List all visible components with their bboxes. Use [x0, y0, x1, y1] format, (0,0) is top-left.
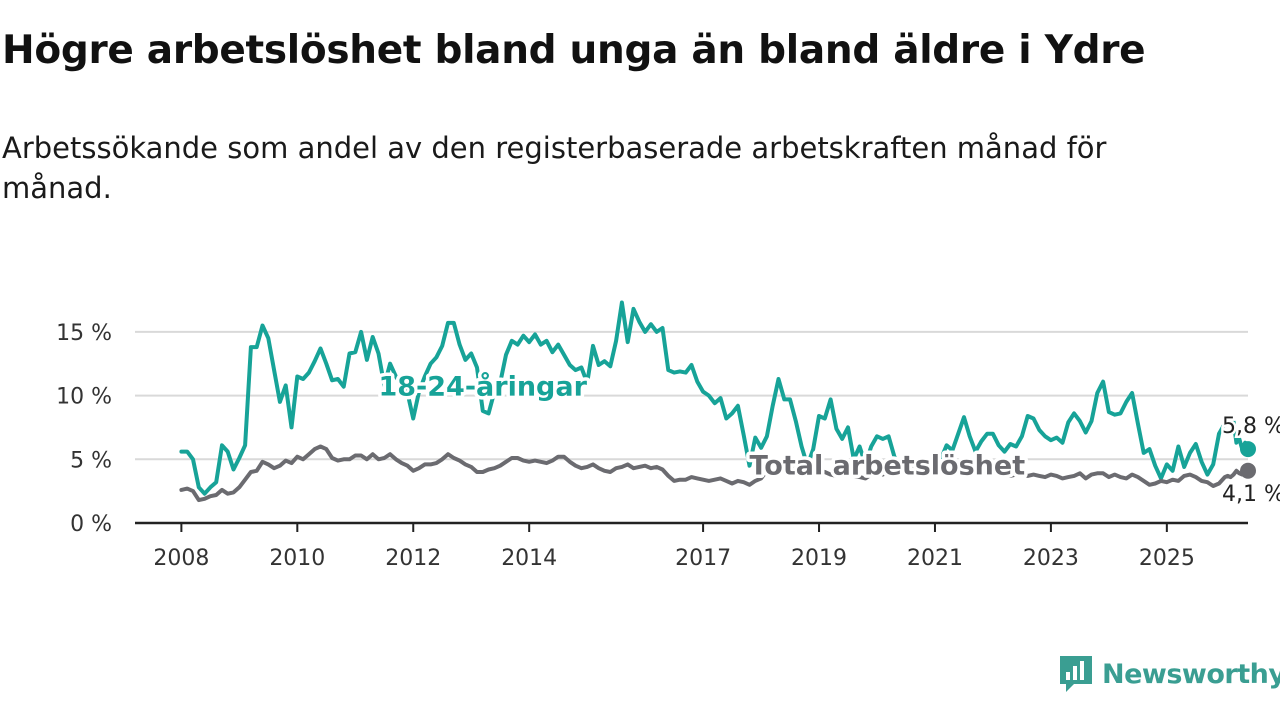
series-label-youth: 18-24-åringar	[378, 371, 587, 403]
y-tick-label: 10 %	[56, 385, 112, 410]
newsworthy-logo-icon	[1060, 656, 1092, 692]
x-tick-label: 2021	[907, 546, 963, 571]
series-labels: 18-24-åringar 5,8 % Total arbetslöshet 4,1 …	[375, 367, 1280, 509]
x-tick-label: 2012	[385, 546, 441, 571]
end-value-total: 4,1 %	[1222, 482, 1280, 507]
y-tick-label: 15 %	[56, 321, 112, 346]
x-tick-label: 2017	[675, 546, 731, 571]
x-tick-label: 2014	[501, 546, 557, 571]
series-line-youth	[179, 300, 1250, 496]
endpoint-dot-total	[1240, 462, 1256, 479]
series-lines	[179, 300, 1256, 503]
x-tick-label: 2019	[791, 546, 847, 571]
series-line-total	[179, 444, 1250, 503]
brand-logo: Newsworthy	[1058, 654, 1280, 694]
x-tick-label: 2023	[1023, 546, 1079, 571]
x-tick-label: 2025	[1139, 546, 1195, 571]
x-axis-ticks: 2008 2010 2012 2014 2017 2019 2021 2023 2025	[153, 523, 1195, 571]
chart-subtitle: Arbetssökande som andel av den registerb…	[2, 131, 1107, 205]
end-value-youth: 5,8 %	[1222, 414, 1280, 439]
chart-title: Högre arbetslöshet bland unga än bland ä…	[2, 28, 1146, 73]
endpoint-dot-youth	[1240, 441, 1256, 458]
y-tick-label: 5 %	[70, 448, 112, 473]
x-tick-label: 2008	[153, 546, 209, 571]
gridlines	[135, 330, 1248, 525]
y-tick-label: 0 %	[70, 512, 112, 537]
x-tick-label: 2010	[269, 546, 325, 571]
series-label-total: Total arbetslöshet	[749, 451, 1025, 482]
y-axis-ticks: 0 % 5 % 10 % 15 %	[56, 321, 112, 537]
brand-name: Newsworthy	[1102, 658, 1280, 690]
